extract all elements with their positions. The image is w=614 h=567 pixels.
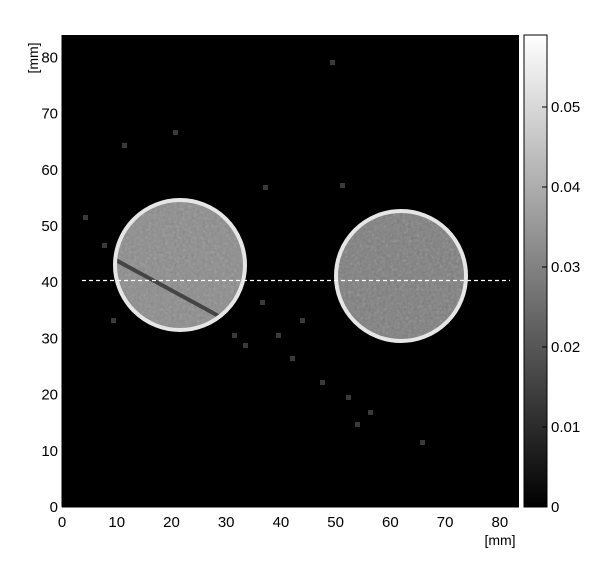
y-tick-label: 30	[41, 330, 58, 347]
y-tick-label: 0	[50, 499, 58, 516]
colorbar-ticks: 0 0.01 0.02 0.03 0.04 0.05	[542, 99, 580, 516]
colorbar-tick-label: 0.04	[551, 179, 580, 196]
y-tick-label: 10	[41, 443, 58, 460]
x-tick-label: 30	[218, 514, 235, 531]
colorbar: 0 0.01 0.02 0.03 0.04 0.05	[523, 34, 580, 516]
x-tick-label: 10	[108, 514, 125, 531]
right-cylinder-slice	[334, 209, 468, 343]
x-tick-label: 0	[58, 514, 66, 531]
colorbar-gradient	[523, 34, 548, 508]
left-cylinder-slice	[113, 198, 247, 332]
x-axis-unit: [mm]	[484, 532, 515, 548]
x-tick-label: 70	[437, 514, 454, 531]
colorbar-tick-label: 0	[551, 499, 559, 516]
y-tick-label: 20	[41, 387, 58, 404]
colorbar-tick-label: 0.03	[551, 259, 580, 276]
colorbar-tick-label: 0.02	[551, 339, 580, 356]
y-tick-label: 40	[41, 274, 58, 291]
x-tick-label: 60	[382, 514, 399, 531]
y-tick-label: 50	[41, 218, 58, 235]
x-tick-label: 20	[163, 514, 180, 531]
x-tick-label: 80	[492, 514, 509, 531]
x-axis-ticks: 0 10 20 30 40 50 60 70 80	[58, 502, 508, 531]
y-tick-label: 70	[41, 106, 58, 123]
colorbar-tick-label: 0.05	[551, 99, 580, 116]
y-tick-label: 80	[41, 49, 58, 66]
x-tick-label: 50	[327, 514, 344, 531]
y-axis-unit: [mm]	[25, 42, 41, 73]
background-speckles	[83, 60, 425, 445]
y-tick-label: 60	[41, 162, 58, 179]
y-axis-ticks: 0 10 20 30 40 50 60 70 80	[41, 49, 67, 516]
colorbar-tick-label: 0.01	[551, 419, 580, 436]
x-tick-label: 40	[273, 514, 290, 531]
